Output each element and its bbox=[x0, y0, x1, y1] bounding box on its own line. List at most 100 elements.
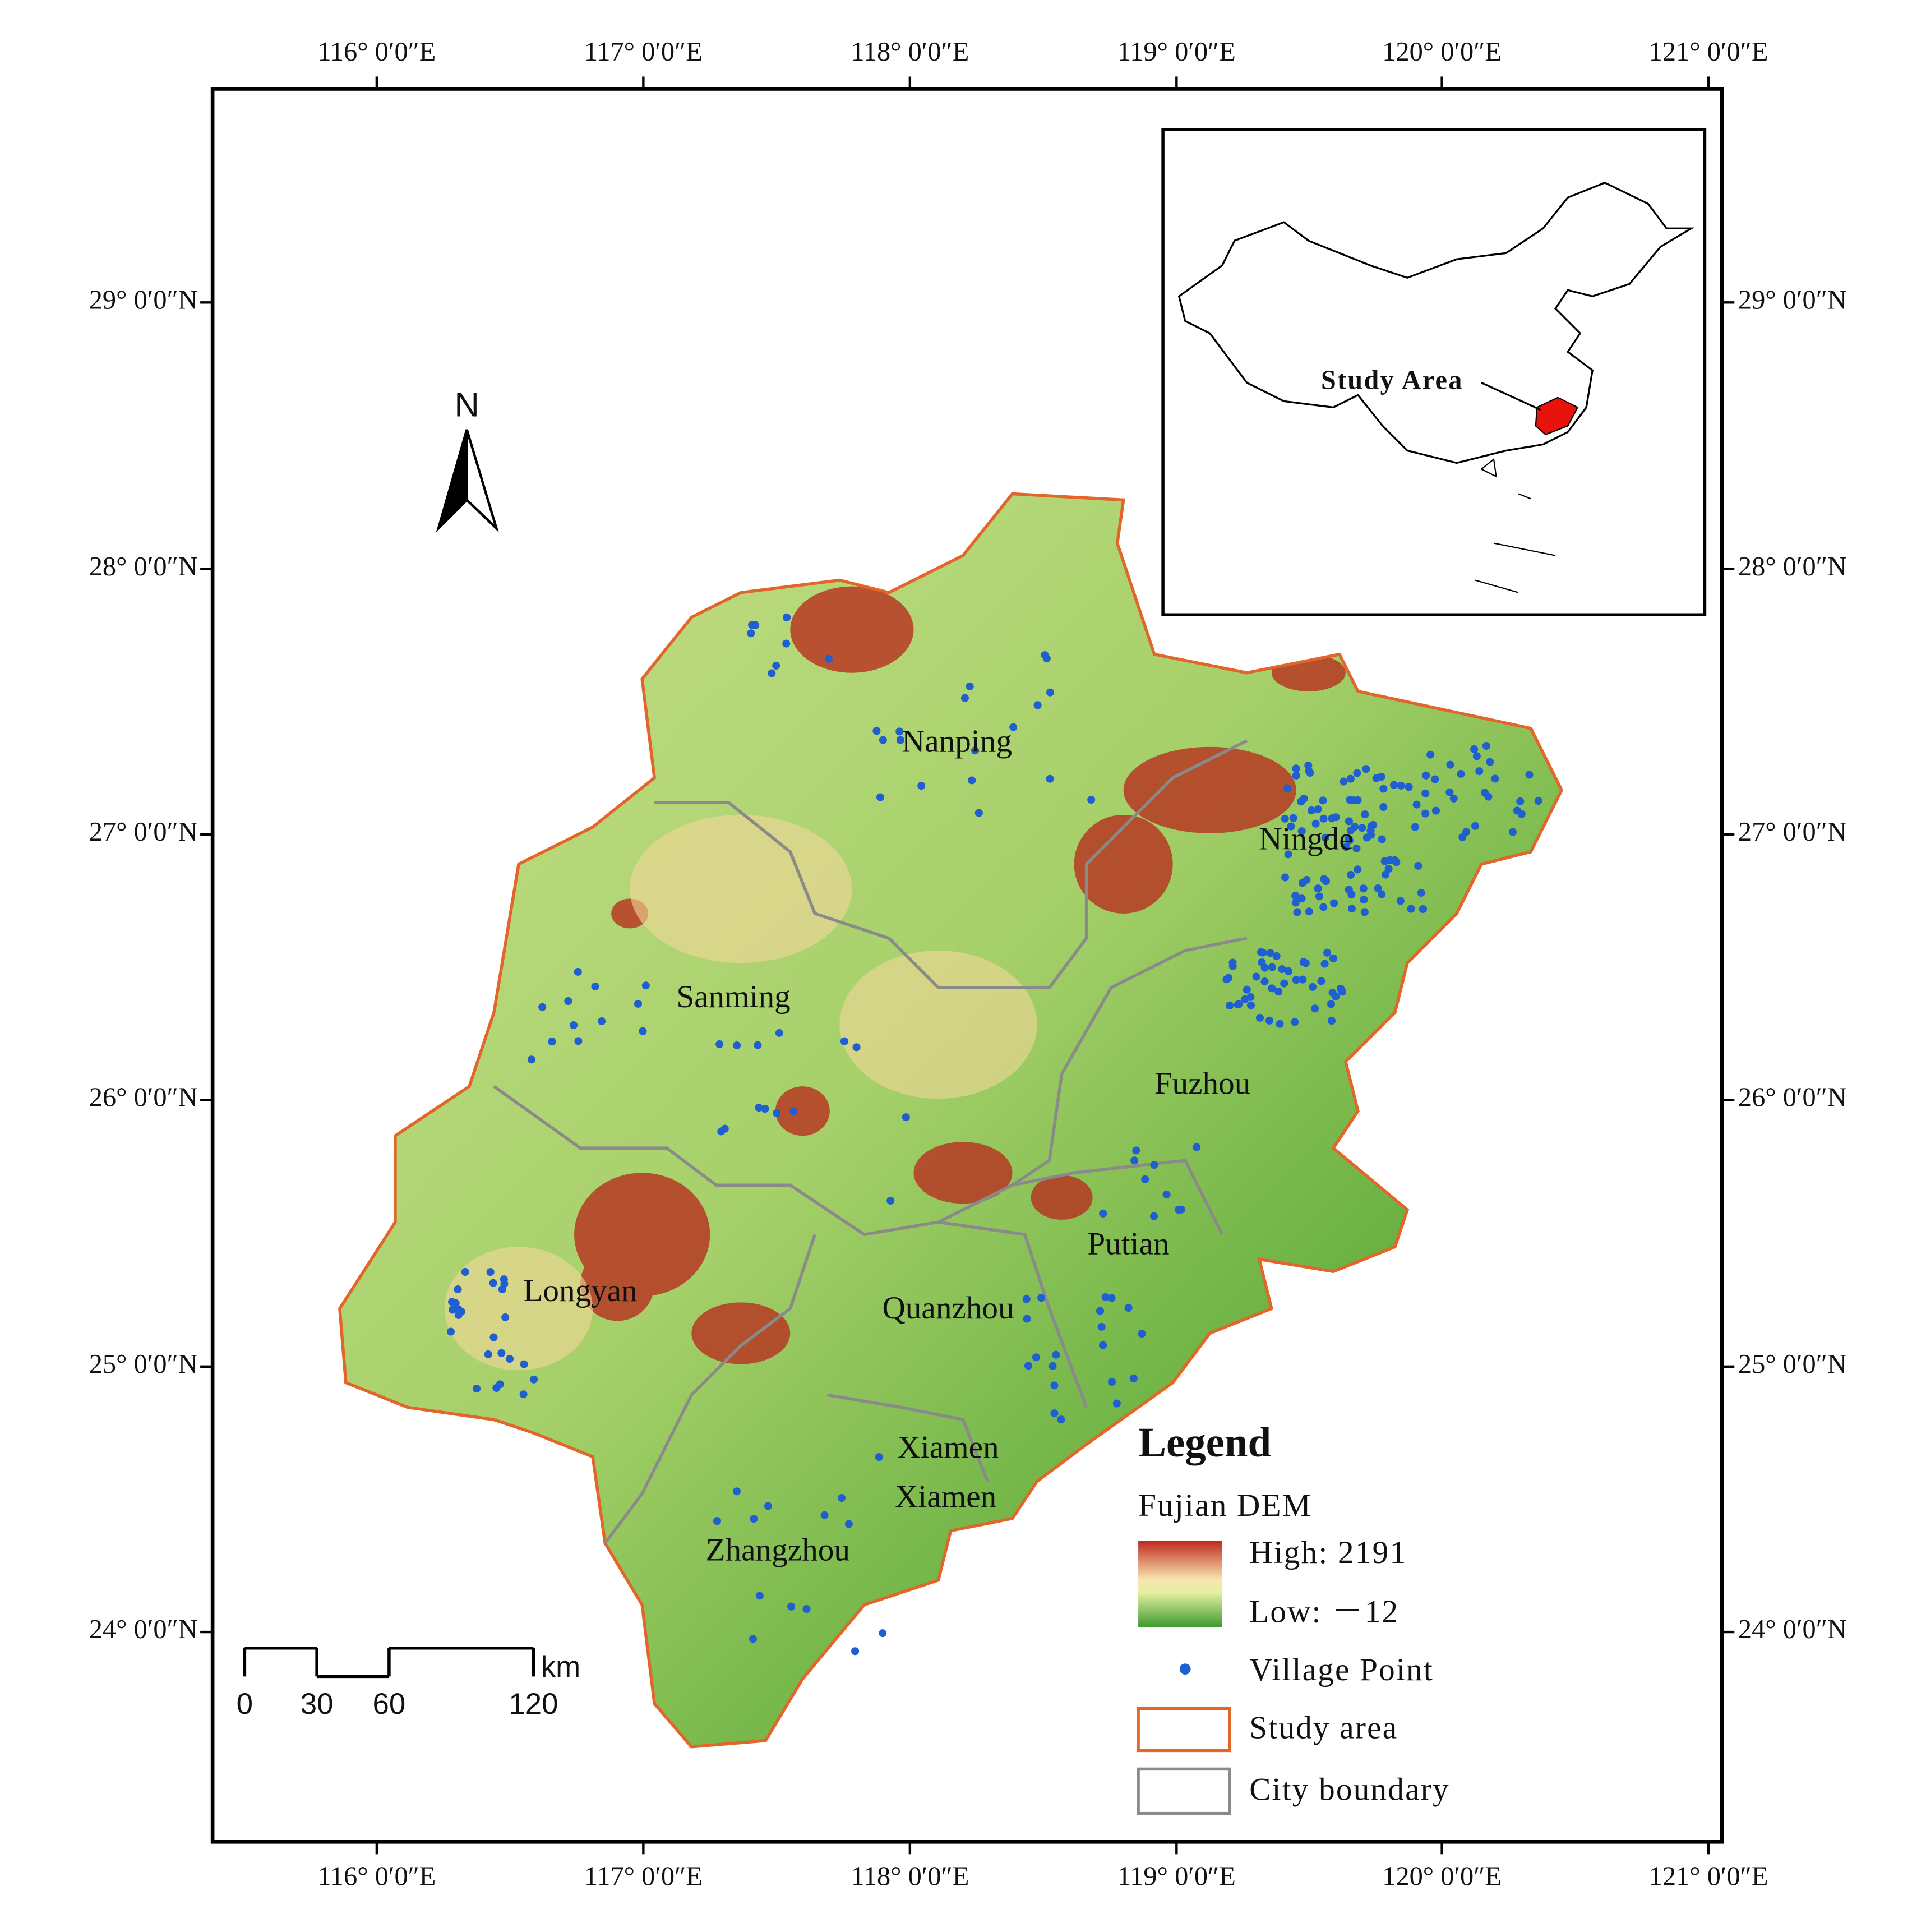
village-point bbox=[1283, 784, 1292, 792]
village-point bbox=[1445, 788, 1454, 796]
village-point bbox=[529, 1375, 538, 1384]
village-point bbox=[1097, 1322, 1106, 1331]
lat-label: 25° 0′0″N bbox=[89, 1349, 198, 1379]
study-area-inset bbox=[1535, 396, 1579, 436]
village-point bbox=[454, 1285, 462, 1294]
lon-label: 119° 0′0″E bbox=[1117, 1861, 1236, 1891]
village-point bbox=[1352, 844, 1361, 852]
village-point bbox=[1272, 952, 1281, 960]
village-point bbox=[1327, 1017, 1336, 1025]
village-point bbox=[1419, 905, 1427, 914]
village-point bbox=[1347, 870, 1355, 879]
village-point bbox=[569, 1021, 578, 1030]
village-point bbox=[1350, 796, 1358, 805]
village-point bbox=[775, 1029, 783, 1037]
village-point bbox=[1291, 1018, 1299, 1026]
village-point bbox=[1516, 797, 1525, 805]
village-point bbox=[1022, 1295, 1031, 1303]
lat-label: 24° 0′0″N bbox=[1738, 1615, 1847, 1644]
legend-village-symbol bbox=[1179, 1663, 1191, 1675]
village-point bbox=[1345, 834, 1353, 843]
village-point bbox=[574, 1037, 583, 1045]
lat-label: 27° 0′0″N bbox=[1738, 817, 1847, 847]
village-point bbox=[1252, 972, 1260, 981]
village-point bbox=[1315, 892, 1323, 901]
scale-label: 30 bbox=[301, 1687, 334, 1721]
village-point bbox=[754, 1041, 762, 1049]
village-point bbox=[1330, 899, 1338, 907]
village-point bbox=[1046, 688, 1055, 697]
inset-label: Study Area bbox=[1321, 366, 1463, 395]
city-label: Nanping bbox=[902, 724, 1012, 759]
lon-label: 118° 0′0″E bbox=[851, 1861, 969, 1891]
village-point bbox=[1266, 949, 1274, 957]
village-point bbox=[789, 1107, 798, 1115]
village-point bbox=[1345, 817, 1353, 826]
village-point bbox=[840, 1037, 848, 1045]
scale-label: 0 bbox=[237, 1687, 253, 1721]
village-point bbox=[1130, 1156, 1139, 1165]
village-point bbox=[472, 1385, 481, 1393]
lat-label: 28° 0′0″N bbox=[89, 552, 198, 582]
village-point bbox=[1319, 814, 1328, 823]
village-point bbox=[1293, 908, 1301, 916]
village-point bbox=[1361, 810, 1369, 819]
village-point bbox=[717, 1127, 726, 1136]
village-point bbox=[1284, 967, 1292, 975]
village-point bbox=[1299, 975, 1307, 984]
village-point bbox=[875, 1453, 883, 1461]
village-point bbox=[917, 782, 926, 790]
legend-low: Low: －12 bbox=[1249, 1594, 1399, 1629]
village-point bbox=[1150, 1161, 1158, 1169]
lat-label: 28° 0′0″N bbox=[1738, 552, 1847, 582]
village-point bbox=[1412, 800, 1421, 809]
village-point bbox=[1301, 959, 1310, 967]
village-point bbox=[876, 793, 885, 801]
village-point bbox=[1052, 1350, 1060, 1359]
village-point bbox=[886, 1196, 895, 1205]
legend-study-area: Study area bbox=[1249, 1710, 1398, 1745]
lon-label: 117° 0′0″E bbox=[584, 37, 703, 67]
village-point bbox=[1360, 908, 1369, 916]
city-label: Putian bbox=[1087, 1226, 1169, 1261]
village-point bbox=[1037, 1294, 1046, 1302]
village-point bbox=[761, 1105, 769, 1113]
village-point bbox=[1243, 985, 1251, 994]
village-point bbox=[1291, 898, 1300, 907]
village-point bbox=[852, 1043, 861, 1052]
village-point bbox=[879, 1629, 887, 1638]
village-point bbox=[1374, 884, 1382, 892]
village-point bbox=[1320, 960, 1329, 968]
village-point bbox=[1274, 988, 1283, 996]
city-label: Zhangzhou bbox=[706, 1532, 850, 1567]
village-point bbox=[1379, 803, 1388, 811]
village-point bbox=[773, 1109, 781, 1117]
village-point bbox=[1284, 850, 1292, 859]
village-point bbox=[639, 1027, 647, 1035]
legend-village: Village Point bbox=[1249, 1652, 1434, 1687]
village-point bbox=[1308, 983, 1317, 992]
village-point bbox=[520, 1360, 528, 1368]
village-point bbox=[448, 1306, 456, 1314]
village-point bbox=[1321, 833, 1329, 842]
lon-label: 117° 0′0″E bbox=[584, 1861, 703, 1891]
village-point bbox=[500, 1275, 508, 1284]
village-point bbox=[782, 639, 791, 648]
legend-city-boundary: City boundary bbox=[1249, 1772, 1450, 1807]
village-point bbox=[755, 1104, 763, 1112]
lon-label: 120° 0′0″E bbox=[1382, 37, 1502, 67]
village-point bbox=[1381, 870, 1390, 879]
village-point bbox=[1525, 771, 1534, 779]
village-point bbox=[1480, 789, 1489, 797]
city-boundaries bbox=[493, 739, 1248, 1544]
village-point bbox=[548, 1038, 556, 1046]
village-point bbox=[1329, 954, 1337, 962]
village-point bbox=[1314, 884, 1322, 893]
legend-study-symbol bbox=[1137, 1707, 1231, 1753]
village-point bbox=[1260, 977, 1269, 986]
village-point bbox=[598, 1017, 606, 1025]
village-point bbox=[966, 682, 974, 690]
village-point bbox=[1023, 1315, 1031, 1323]
village-point bbox=[1378, 835, 1386, 843]
village-point bbox=[1291, 892, 1300, 900]
